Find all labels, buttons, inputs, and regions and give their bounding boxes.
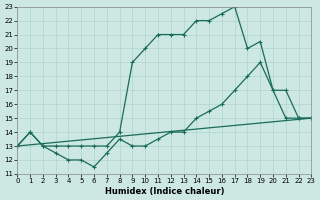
X-axis label: Humidex (Indice chaleur): Humidex (Indice chaleur)	[105, 187, 224, 196]
